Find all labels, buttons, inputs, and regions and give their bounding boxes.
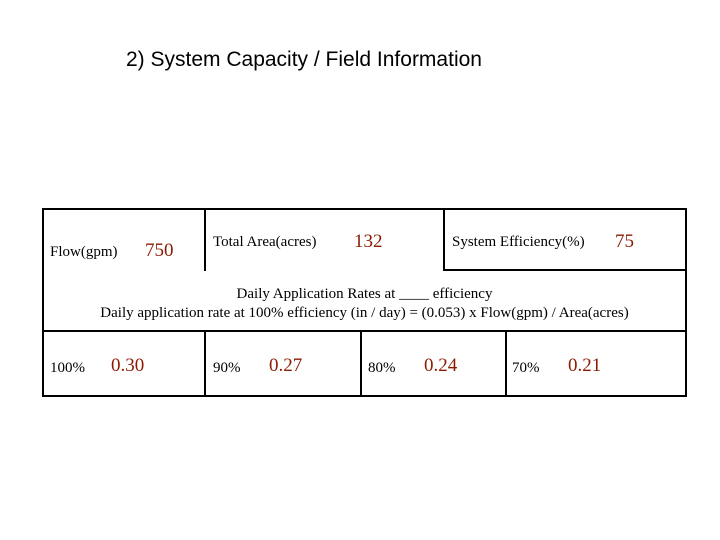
- divider-rate-3: [505, 330, 507, 397]
- rates-top-border: [42, 330, 687, 332]
- divider-rate-1: [204, 330, 206, 397]
- efficiency-label: System Efficiency(%): [452, 234, 585, 250]
- rate-pct-90: 90%: [213, 360, 241, 376]
- daily-rate-formula: Daily application rate at 100% efficienc…: [100, 305, 629, 321]
- rate-value-70: 0.21: [568, 355, 602, 376]
- rate-pct-70: 70%: [512, 360, 540, 376]
- rate-pct-100: 100%: [50, 360, 85, 376]
- divider-eff-bottom: [443, 269, 687, 271]
- rate-value-80: 0.24: [424, 355, 458, 376]
- flow-label: Flow(gpm): [50, 244, 118, 260]
- divider-flow-area: [204, 208, 206, 271]
- flow-value: 750: [145, 240, 174, 261]
- area-value: 132: [354, 231, 383, 252]
- rate-value-100: 0.30: [111, 355, 145, 376]
- rate-pct-80: 80%: [368, 360, 396, 376]
- divider-rate-2: [360, 330, 362, 397]
- daily-rates-heading: Daily Application Rates at ____ efficien…: [236, 286, 493, 302]
- capacity-table: [42, 208, 687, 397]
- divider-area-eff: [443, 208, 445, 271]
- efficiency-value: 75: [615, 231, 634, 252]
- rate-value-90: 0.27: [269, 355, 303, 376]
- page-title: 2) System Capacity / Field Information: [126, 48, 482, 71]
- area-label: Total Area(acres): [213, 234, 317, 250]
